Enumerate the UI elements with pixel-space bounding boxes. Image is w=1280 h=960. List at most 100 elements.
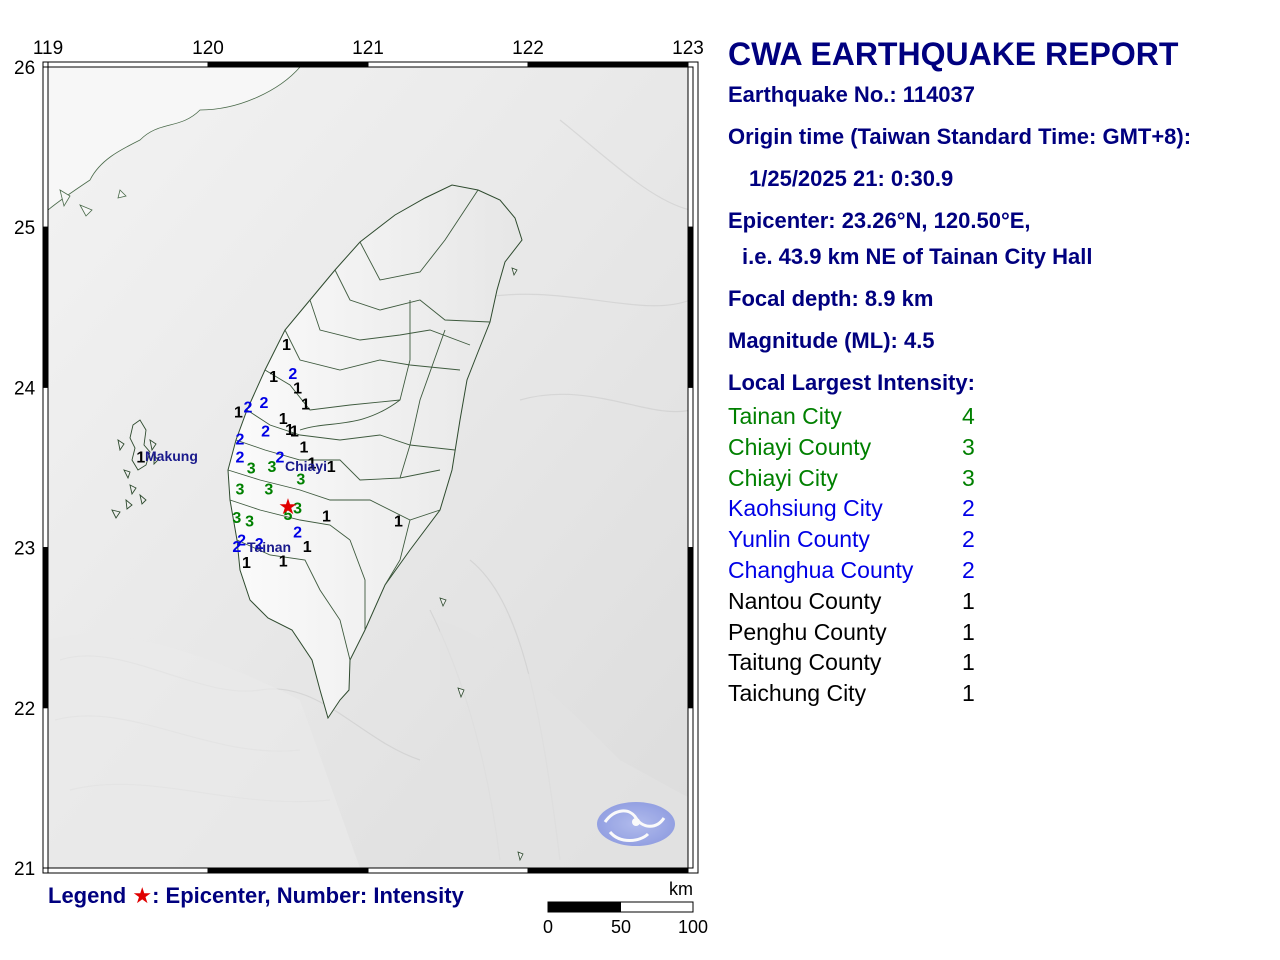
intensity-row: Kaohsiung City 2 — [728, 495, 975, 522]
intensity-row: Tainan City 4 — [728, 403, 975, 430]
frame-tick-left — [42, 226, 49, 388]
station-intensity: 1 — [300, 440, 309, 457]
frame-tick-top — [527, 61, 689, 68]
report-title: CWA EARTHQUAKE REPORT — [728, 36, 1179, 72]
frame-tick-left — [42, 386, 49, 549]
intensity-value: 1 — [962, 618, 975, 645]
intensity-region: Kaohsiung City — [728, 495, 883, 522]
station-intensity: 1 — [136, 449, 145, 466]
earthquake-number: Earthquake No.: 114037 — [728, 82, 976, 107]
station-intensity: 1 — [301, 396, 310, 413]
station-intensity: 1 — [282, 337, 291, 354]
epicenter-reference: i.e. 43.9 km NE of Tainan City Hall — [742, 244, 1093, 269]
penghu-islands — [111, 419, 159, 519]
intensity-value: 2 — [962, 526, 975, 553]
frame-tick-left — [687, 386, 694, 549]
frame-tick-top — [47, 61, 209, 68]
station-intensity: 2 — [260, 395, 269, 412]
station-intensity: 3 — [268, 459, 277, 476]
intensity-region: Taitung County — [728, 649, 882, 676]
intensity-row: Taichung City 1 — [728, 680, 975, 707]
county-boundaries — [227, 189, 491, 661]
scale-label-50: 50 — [611, 917, 631, 937]
mainland-coast — [47, 66, 301, 211]
longitude-label: 120 — [192, 38, 224, 59]
focal-depth: Focal depth: 8.9 km — [728, 286, 934, 311]
epicenter-star-icon: ★ — [132, 883, 153, 908]
station-intensity: 3 — [296, 472, 305, 489]
station-intensity: 1 — [290, 424, 299, 441]
intensity-region: Chiayi County — [728, 433, 872, 460]
station-intensity: 5 — [284, 507, 293, 524]
station-intensity: 2 — [244, 400, 253, 417]
frame-tick-top — [527, 867, 689, 874]
legend: Legend ★: Epicenter, Number: Intensity — [48, 883, 464, 909]
longitude-label: 119 — [33, 38, 63, 59]
frame-ticks — [42, 61, 694, 874]
intensity-row: Chiayi County 3 — [728, 433, 975, 461]
station-intensity: 2 — [288, 366, 297, 383]
scale-unit: km — [669, 879, 693, 899]
station-intensity: 1 — [234, 404, 243, 421]
frame-tick-top — [207, 61, 369, 68]
intensity-value: 2 — [962, 557, 975, 583]
intensity-row: Penghu County 1 — [728, 619, 975, 646]
station-intensity: 2 — [255, 536, 264, 553]
intensity-value: 1 — [962, 680, 975, 707]
latitude-label: 26 — [14, 58, 35, 79]
intensity-region: Changhua County — [728, 557, 914, 583]
frame-tick-top — [367, 867, 529, 874]
station-intensity: 3 — [247, 461, 256, 478]
epicenter-star: ★ — [278, 495, 298, 520]
epicenter-coordinates: Epicenter: 23.26°N, 120.50°E, — [728, 208, 1031, 233]
frame-tick-left — [687, 707, 694, 869]
frame-tick-top — [207, 867, 369, 874]
station-intensity: 3 — [236, 481, 245, 498]
station-intensity: 2 — [237, 533, 246, 550]
station-intensity: 1 — [285, 422, 294, 439]
station-intensity: 2 — [236, 432, 245, 449]
intensity-value: 1 — [962, 649, 975, 676]
scale-label-0: 0 — [543, 917, 553, 937]
intensity-row: Chiayi City 3 — [728, 464, 975, 492]
frame-tick-left — [687, 547, 694, 709]
latitude-label: 21 — [14, 859, 35, 880]
intensity-region: Taichung City — [728, 680, 867, 707]
frame-tick-left — [42, 66, 49, 228]
taiwan-outline — [227, 184, 523, 720]
station-intensity: 1 — [242, 555, 251, 572]
latitude-label: 25 — [14, 218, 35, 239]
intensity-value: 4 — [962, 403, 975, 429]
intensity-value: 3 — [962, 464, 975, 491]
intensity-row: Yunlin County 2 — [728, 526, 975, 553]
frame-tick-left — [42, 547, 49, 709]
longitude-label: 122 — [512, 38, 544, 59]
station-intensity: 1 — [293, 380, 302, 397]
longitude-label: 121 — [352, 38, 384, 59]
intensity-heading: Local Largest Intensity: — [728, 370, 975, 395]
station-intensity: 2 — [261, 424, 270, 441]
scale-label-100: 100 — [678, 917, 708, 937]
station-intensity: 2 — [293, 525, 302, 542]
frame-tick-top — [47, 867, 209, 874]
city-label-chiayi: Chiayi — [285, 458, 327, 474]
station-intensity: 3 — [264, 481, 273, 498]
station-intensity: 2 — [236, 449, 245, 466]
latitude-label: 22 — [14, 699, 35, 720]
intensity-value: 2 — [962, 495, 975, 522]
station-intensity: 3 — [245, 513, 254, 530]
legend-text: : Epicenter, Number: Intensity — [152, 883, 464, 908]
station-intensity: 3 — [232, 510, 241, 527]
station-intensity: 1 — [322, 509, 331, 526]
intensity-region: Chiayi City — [728, 464, 838, 491]
frame-tick-left — [42, 707, 49, 869]
city-label-tainan: Tainan — [247, 539, 291, 555]
small-islands — [439, 267, 524, 862]
intensity-row: Changhua County 2 — [728, 557, 975, 584]
intensity-row: Nantou County 1 — [728, 588, 975, 615]
station-intensity: 1 — [279, 411, 288, 428]
latitude-label: 24 — [14, 378, 36, 399]
intensity-region: Yunlin County — [728, 526, 870, 553]
station-intensity: 1 — [269, 369, 278, 386]
